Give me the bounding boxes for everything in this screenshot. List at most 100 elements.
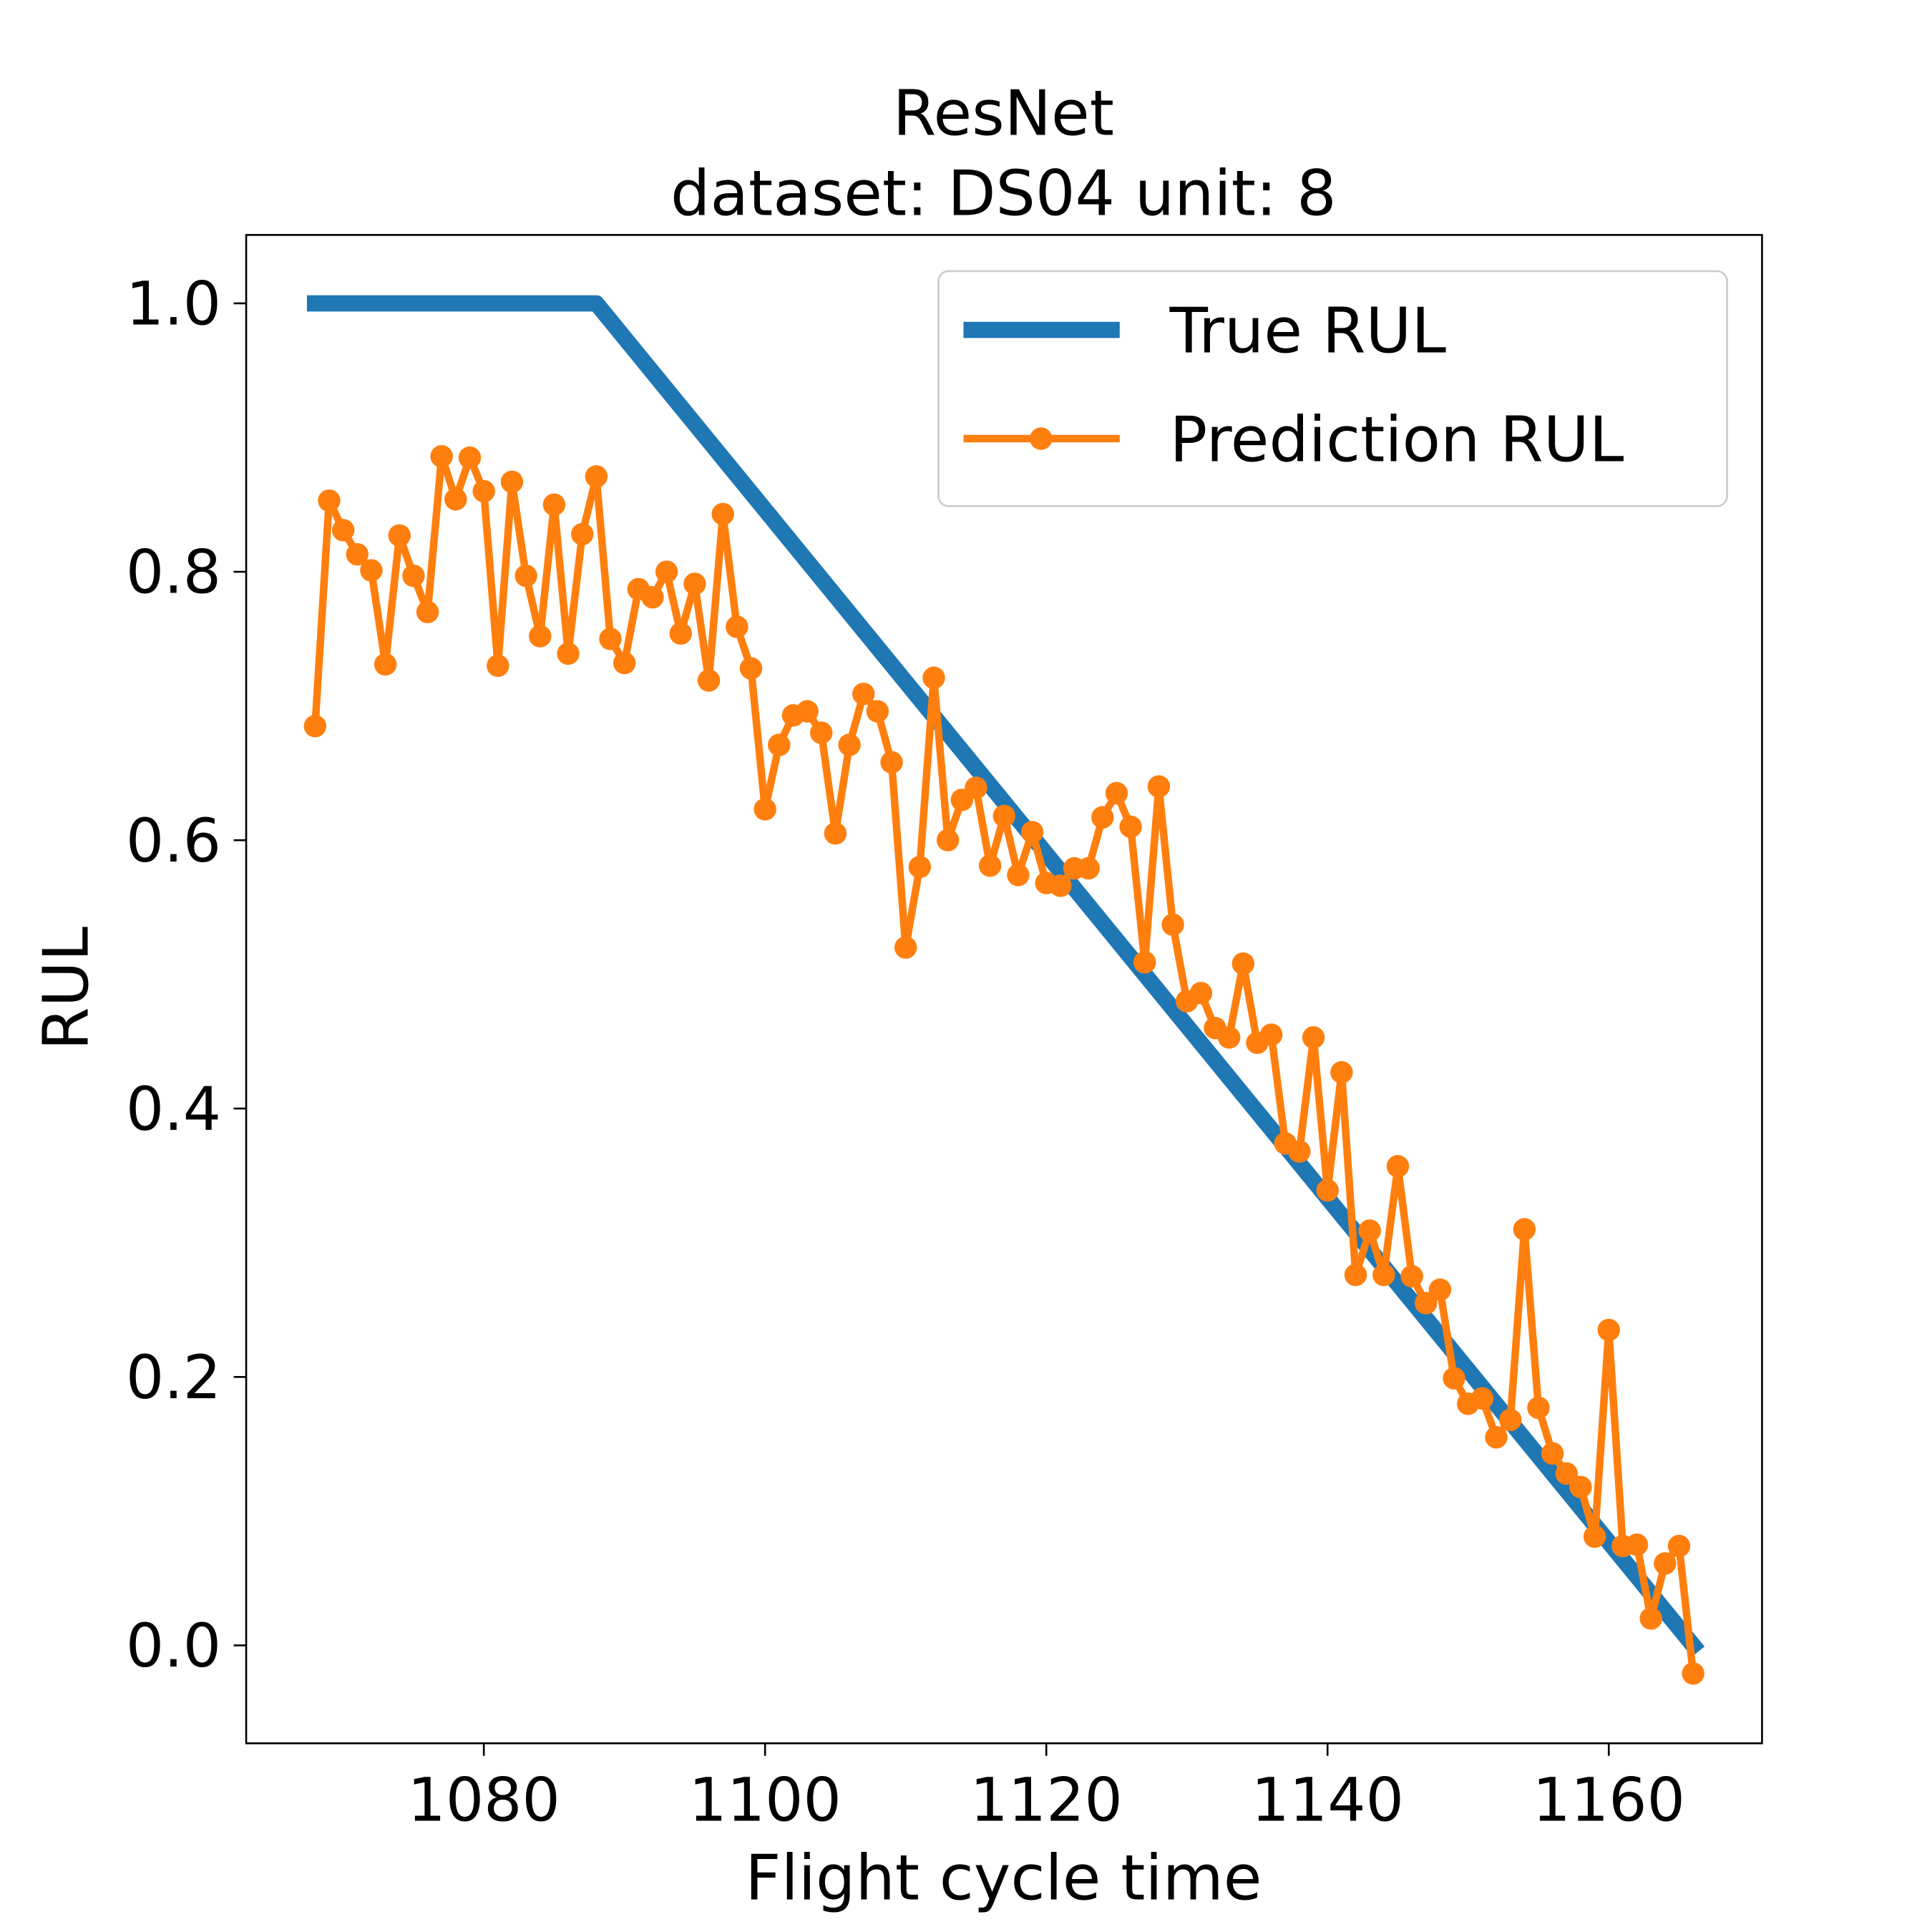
point [1007,864,1030,887]
point [641,585,664,609]
point [613,651,636,675]
point [1470,1387,1494,1410]
x-tick-label: 1080 [408,1765,560,1835]
point [1513,1218,1536,1241]
point [331,519,355,542]
point [824,822,847,845]
point [416,600,439,624]
point [1161,913,1184,937]
point [346,542,369,566]
point [726,615,748,638]
point [936,829,960,852]
point [711,502,734,526]
point [1077,857,1100,880]
point [1259,1023,1283,1046]
point [1316,1179,1339,1202]
point [500,470,524,494]
point [1400,1264,1423,1288]
x-tick-label: 1160 [1533,1765,1685,1835]
point [1020,821,1044,844]
point [487,654,509,678]
point [402,564,425,587]
y-tick-label: 0.0 [126,1611,221,1681]
point [683,572,706,595]
legend: True RUL Prediction RUL [937,270,1728,507]
point [529,625,552,648]
point [796,700,819,723]
y-tick-label: 1.0 [126,269,221,339]
point [1583,1525,1606,1548]
point [1288,1140,1311,1163]
legend-marker [1030,427,1053,450]
point [1499,1408,1522,1432]
point [1358,1219,1381,1242]
point [374,653,397,676]
point [1428,1278,1452,1302]
point [1443,1367,1465,1390]
point [458,446,482,469]
legend-label: Prediction RUL [1170,403,1624,476]
point [1555,1462,1579,1485]
point [768,733,791,756]
point [430,445,453,468]
point [1541,1442,1564,1465]
x-tick-label: 1140 [1252,1765,1404,1835]
point [880,751,903,774]
x-tick-label: 1120 [970,1765,1123,1835]
chart-title: ResNet [893,77,1114,150]
point [1485,1425,1508,1449]
point [1654,1552,1677,1575]
point [599,628,622,650]
point [838,733,861,756]
point [992,804,1015,828]
point [1625,1533,1649,1556]
point [1091,806,1114,829]
point [1330,1060,1353,1084]
point [585,465,608,488]
point [318,489,341,512]
point [388,524,411,547]
point [1639,1607,1662,1630]
point [669,622,692,645]
y-tick-label: 0.4 [126,1074,221,1144]
point [1667,1534,1691,1558]
point [810,721,833,744]
point [1597,1318,1621,1342]
point [1119,815,1142,839]
y-axis-label: RUL [29,926,102,1050]
point [542,493,566,517]
point [360,559,383,582]
point [1105,781,1128,805]
point [866,700,889,723]
point [1682,1662,1704,1685]
point [1386,1155,1410,1178]
point [444,488,467,511]
point [1415,1292,1438,1314]
point [655,560,678,583]
point [1133,951,1156,974]
point [908,855,932,879]
point [1569,1475,1592,1498]
point [303,715,327,738]
point [1527,1396,1550,1420]
point [571,522,594,546]
axes-frame [245,234,1763,1745]
point [1302,1026,1325,1049]
x-axis-label: Flight cycle time [745,1842,1262,1915]
point [852,683,875,706]
point [697,669,721,692]
y-tick-label: 0.8 [126,537,221,608]
point [922,666,945,689]
point [1231,952,1255,975]
y-tick-label: 0.2 [126,1342,221,1413]
point [1344,1264,1367,1287]
point [1372,1264,1395,1287]
legend-box [937,270,1728,507]
point [739,657,763,680]
legend-label: True RUL [1169,294,1447,367]
point [1147,775,1171,798]
point [557,642,580,665]
plot-area [303,295,1705,1685]
